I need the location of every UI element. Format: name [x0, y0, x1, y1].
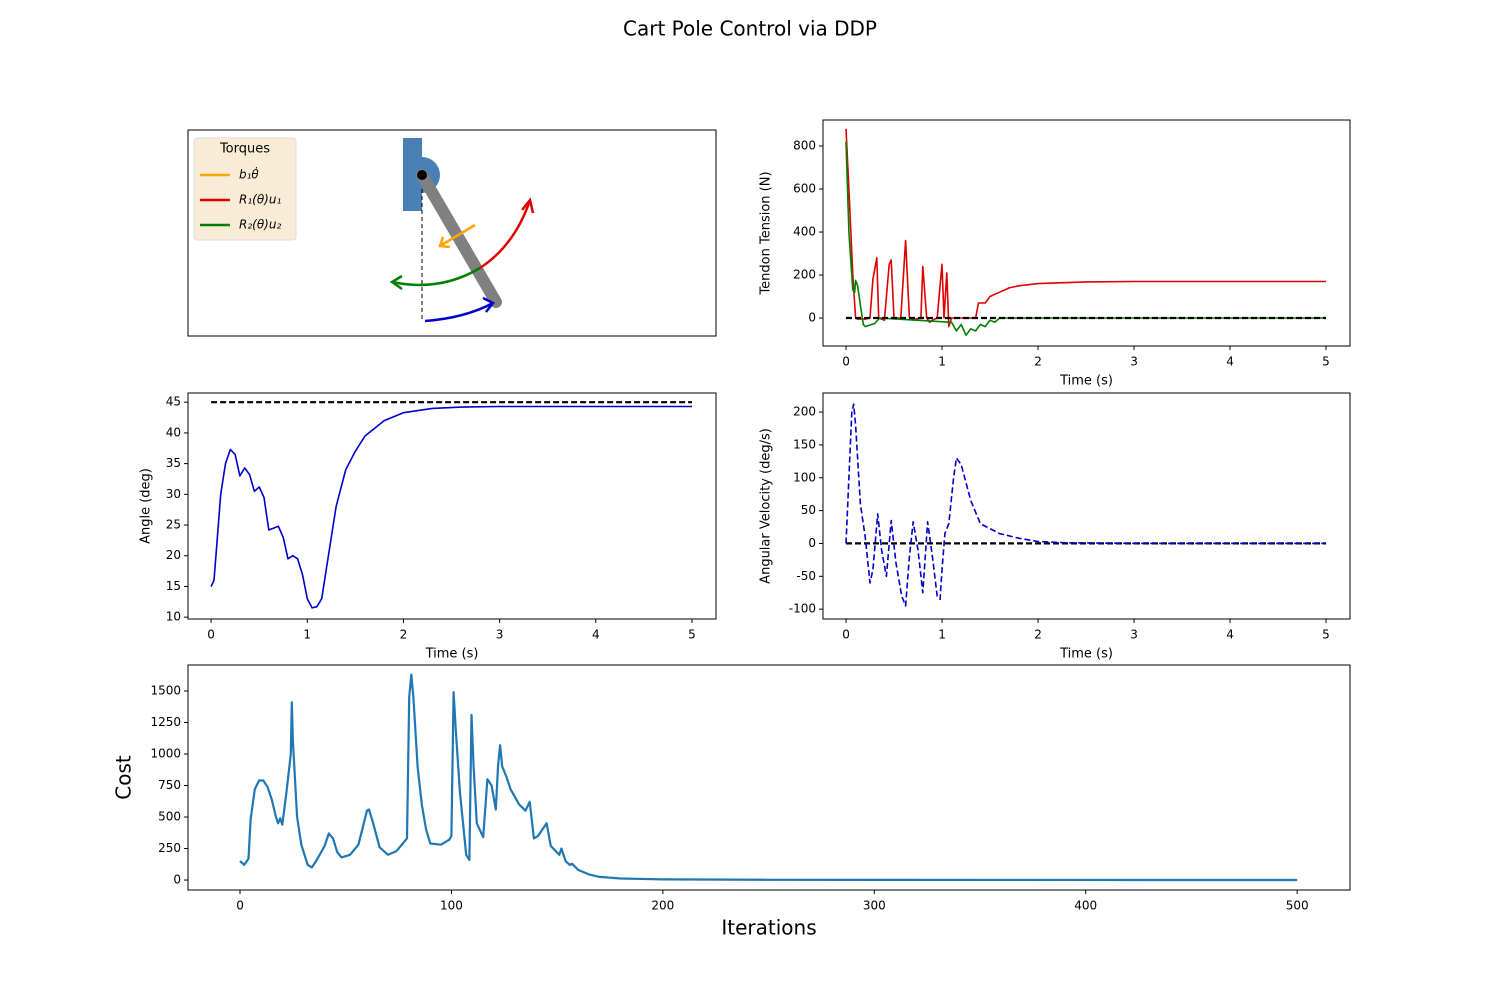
x-tick-label: 5: [1322, 628, 1330, 642]
y-tick-label: 800: [793, 139, 816, 153]
x-axis-label: Time (s): [1059, 374, 1113, 389]
x-tick-label: 1: [938, 355, 946, 369]
y-tick-label: 500: [158, 810, 181, 824]
y-tick-label: 1500: [150, 683, 181, 697]
y-tick-label: 50: [801, 503, 816, 517]
y-tick-label: 100: [793, 470, 816, 484]
x-tick-label: 4: [1226, 628, 1234, 642]
x-tick-label: 2: [1034, 355, 1042, 369]
data-line: [845, 403, 1326, 607]
plot-frame: [822, 119, 1351, 347]
x-axis-label: Iterations: [721, 916, 816, 940]
x-tick-label: 100: [440, 899, 463, 913]
data-line: [845, 128, 1326, 328]
y-tick-label: 0: [808, 536, 816, 550]
x-tick-label: 2: [1034, 628, 1042, 642]
y-tick-label: 200: [793, 268, 816, 282]
x-tick-label: 4: [592, 628, 600, 642]
x-axis-label: Time (s): [1059, 647, 1113, 662]
y-tick-label: 0: [808, 311, 816, 325]
y-tick-label: 250: [158, 841, 181, 855]
y-tick-label: 30: [166, 487, 181, 501]
torque-arrow-1-head: [521, 197, 535, 214]
x-tick-label: 1: [938, 628, 946, 642]
legend-title: Torques: [219, 142, 270, 157]
plot-frame: [187, 664, 1351, 891]
pivot: [417, 170, 427, 180]
y-tick-label: 1000: [150, 746, 181, 760]
legend-label: R₂(θ)u₂: [239, 218, 281, 232]
y-tick-label: -50: [796, 569, 816, 583]
x-tick-label: 400: [1074, 899, 1097, 913]
angle-arrow: [424, 301, 494, 323]
x-tick-label: 0: [842, 628, 850, 642]
x-tick-label: 3: [496, 628, 504, 642]
x-tick-label: 3: [1130, 628, 1138, 642]
y-tick-label: 600: [793, 182, 816, 196]
y-tick-label: 400: [793, 225, 816, 239]
y-tick-label: 15: [166, 579, 181, 593]
y-tick-label: 0: [173, 873, 181, 887]
figure-title: Cart Pole Control via DDP: [623, 17, 877, 41]
x-tick-label: 5: [688, 628, 696, 642]
x-tick-label: 300: [863, 899, 886, 913]
x-axis-label: Time (s): [425, 647, 479, 662]
data-line: [239, 673, 1298, 882]
damping-arrow: [439, 223, 476, 248]
torque-arrow-2-head: [389, 274, 403, 291]
x-tick-label: 500: [1286, 899, 1309, 913]
legend-label: R₁(θ)u₁: [239, 193, 281, 207]
wall: [403, 138, 422, 211]
x-tick-label: 0: [842, 355, 850, 369]
y-tick-label: 40: [166, 425, 181, 439]
damping-arrow-head: [438, 236, 451, 249]
torque-arrow-2: [391, 266, 481, 287]
y-tick-label: 750: [158, 778, 181, 792]
y-axis-label: Cost: [112, 755, 136, 800]
pendulum-diagram: Torques: [187, 129, 717, 337]
legend-label: b₁θ̇: [239, 166, 259, 181]
x-tick-label: 0: [236, 899, 244, 913]
plot-frame: [822, 392, 1351, 620]
angle-arrow-head: [482, 296, 495, 313]
legend-box: [193, 137, 297, 241]
x-tick-label: 1: [303, 628, 311, 642]
x-tick-label: 200: [651, 899, 674, 913]
y-tick-label: 20: [166, 548, 181, 562]
y-tick-label: 10: [166, 610, 181, 624]
torque-arrow-1: [479, 199, 532, 270]
y-axis-label: Tendon Tension (N): [759, 171, 774, 295]
x-tick-label: 5: [1322, 355, 1330, 369]
y-tick-label: 150: [793, 437, 816, 451]
x-tick-label: 2: [400, 628, 408, 642]
y-tick-label: 1250: [150, 715, 181, 729]
x-tick-label: 0: [207, 628, 215, 642]
x-tick-label: 3: [1130, 355, 1138, 369]
plot-frame: [187, 392, 717, 620]
y-axis-label: Angular Velocity (deg/s): [759, 428, 774, 584]
y-axis-label: Angle (deg): [139, 468, 154, 544]
y-tick-label: 35: [166, 456, 181, 470]
y-tick-label: 200: [793, 405, 816, 419]
y-tick-label: 45: [166, 395, 181, 409]
y-tick-label: -100: [789, 602, 816, 616]
pole: [416, 169, 502, 308]
x-tick-label: 4: [1226, 355, 1234, 369]
data-line: [845, 141, 1326, 336]
data-line: [210, 405, 692, 609]
y-tick-label: 25: [166, 518, 181, 532]
